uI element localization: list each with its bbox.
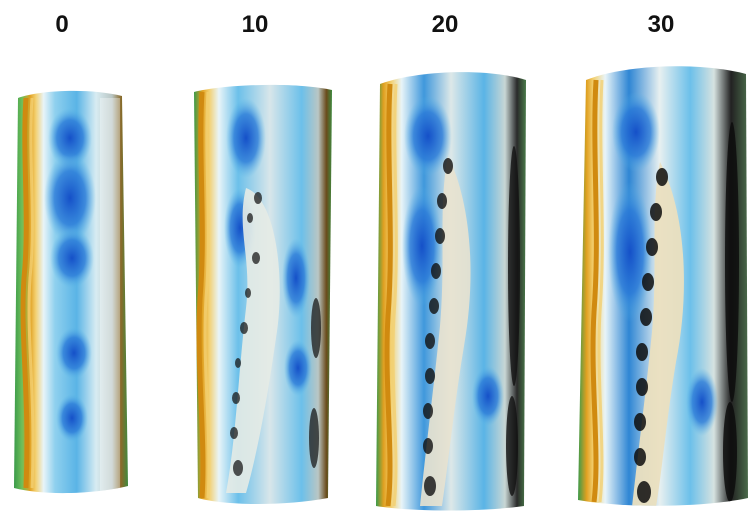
- label-30: 30: [647, 11, 675, 38]
- surface-panel-0: [14, 90, 128, 494]
- label-20: 20: [431, 11, 459, 38]
- surface-panel-20: [376, 72, 526, 511]
- label-0: 0: [55, 11, 69, 38]
- label-10: 10: [241, 11, 269, 38]
- cylinder-surface: [14, 90, 128, 494]
- surface-panel-30: [578, 66, 748, 506]
- surface-panel-10: [194, 84, 332, 505]
